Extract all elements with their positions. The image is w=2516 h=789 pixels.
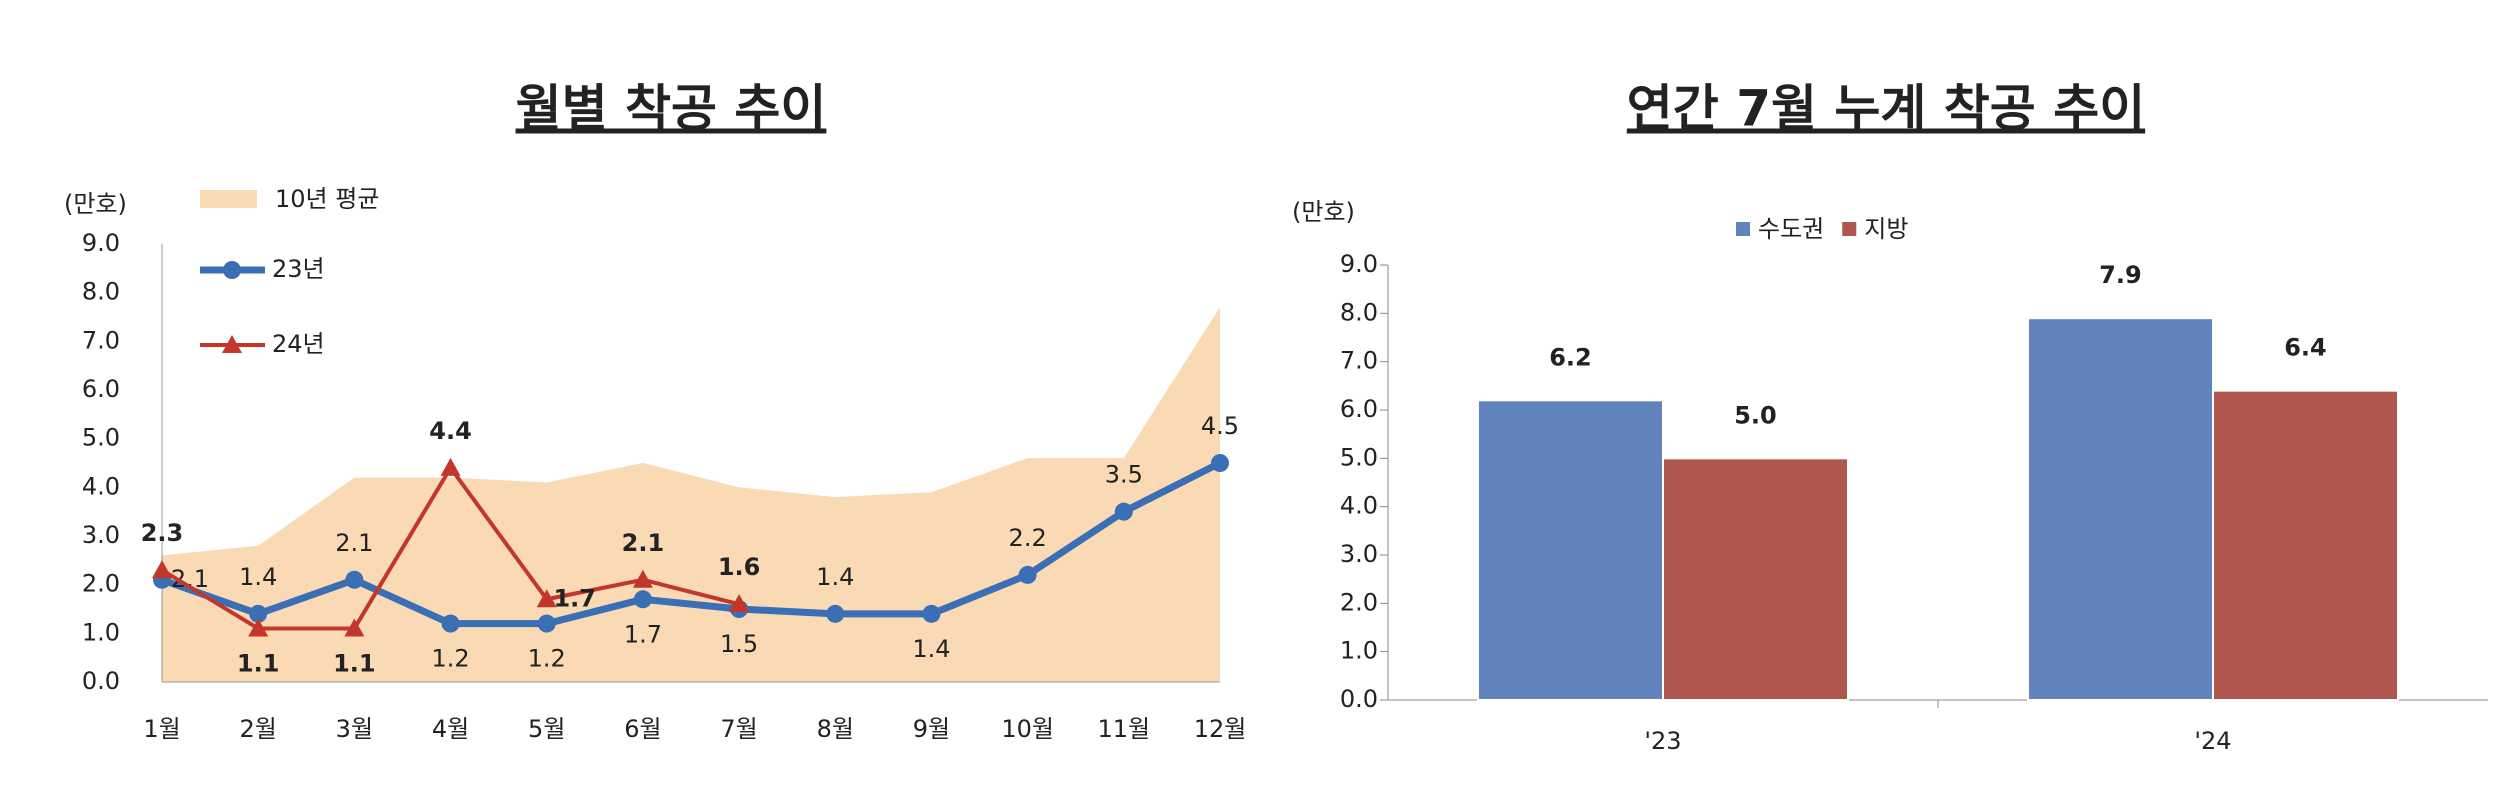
y-axis-unit: (만호) xyxy=(1292,198,1355,226)
marker xyxy=(440,457,461,476)
data-label: 4.5 xyxy=(1201,412,1239,440)
marker xyxy=(826,604,845,623)
data-label: 3.5 xyxy=(1105,461,1143,489)
chart-title: 연간 7월 누계 착공 추이 xyxy=(1627,80,2145,138)
marker xyxy=(1018,565,1037,584)
marker xyxy=(536,589,557,608)
y-tick-label: 8.0 xyxy=(1340,298,1378,326)
marker xyxy=(248,618,269,637)
legend-label: 지방 xyxy=(1864,215,1908,243)
marker xyxy=(1211,454,1229,472)
data-label: 1.5 xyxy=(720,630,758,658)
data-label: 1.6 xyxy=(718,553,761,581)
y-tick-label: 2.0 xyxy=(82,570,120,598)
x-tick-label: 12월 xyxy=(1194,715,1247,743)
data-label: 2.3 xyxy=(141,519,184,547)
line xyxy=(160,459,1222,628)
y-tick-label: 5.0 xyxy=(82,424,120,452)
y-tick-label: 3.0 xyxy=(82,521,120,549)
legend-label: 24년 xyxy=(272,330,325,358)
marker xyxy=(344,618,365,637)
y-tick-label: 0.0 xyxy=(1340,685,1378,713)
legend-label: 수도권 xyxy=(1758,215,1824,243)
y-tick-label: 4.0 xyxy=(82,472,120,500)
marker xyxy=(922,604,941,623)
legend-label: 23년 xyxy=(272,255,325,283)
bar xyxy=(1662,457,1849,702)
data-label: 1.4 xyxy=(239,563,277,591)
x-tick-label: '23 xyxy=(1644,727,1681,755)
y-tick-label: 0.0 xyxy=(82,667,120,695)
data-label: 1.2 xyxy=(528,645,566,673)
y-tick-label: 9.0 xyxy=(1340,250,1378,278)
legend-label: 10년 평균 xyxy=(275,185,379,213)
data-label: 1.4 xyxy=(912,635,950,663)
bar xyxy=(2212,389,2399,701)
y-tick-label: 5.0 xyxy=(1340,443,1378,471)
marker xyxy=(152,560,172,579)
legend-swatch xyxy=(1842,222,1857,236)
marker xyxy=(345,570,364,589)
y-tick-label: 7.0 xyxy=(1340,347,1378,375)
marker xyxy=(537,614,556,633)
bar xyxy=(2027,317,2214,701)
x-tick-label: '24 xyxy=(2194,727,2231,755)
x-tick-label: 7월 xyxy=(720,715,757,743)
y-tick-label: 3.0 xyxy=(1340,540,1378,568)
marker xyxy=(633,590,652,609)
x-tick-label: 6월 xyxy=(624,715,661,743)
legend-swatch xyxy=(200,190,257,208)
marker xyxy=(441,614,460,633)
y-tick-label: 2.0 xyxy=(1340,588,1378,616)
data-label: 1.7 xyxy=(553,584,596,612)
data-label: 7.9 xyxy=(2099,261,2142,289)
marker xyxy=(632,569,653,588)
data-label: 1.7 xyxy=(624,620,662,648)
marker xyxy=(1114,502,1133,521)
data-label: 4.4 xyxy=(429,417,472,445)
bar xyxy=(1477,399,1664,701)
y-tick-label: 6.0 xyxy=(82,375,120,403)
data-label: 1.1 xyxy=(237,649,280,677)
y-tick-label: 1.0 xyxy=(82,618,120,646)
data-label: 2.1 xyxy=(622,529,665,557)
data-label: 2.2 xyxy=(1009,524,1047,552)
x-tick-label: 2월 xyxy=(240,715,277,743)
data-label: 1.4 xyxy=(816,563,854,591)
y-tick-label: 6.0 xyxy=(1340,395,1378,423)
marker xyxy=(249,604,268,623)
x-tick-label: 5월 xyxy=(528,715,565,743)
x-tick-label: 1월 xyxy=(143,715,180,743)
x-tick-label: 4월 xyxy=(432,715,469,743)
x-tick-label: 8월 xyxy=(817,715,854,743)
y-tick-label: 7.0 xyxy=(82,326,120,354)
chart-title: 월별 착공 추이 xyxy=(516,80,827,138)
legend-marker xyxy=(223,261,241,279)
y-axis-unit: (만호) xyxy=(64,190,127,218)
marker xyxy=(729,594,750,613)
x-tick-label: 10월 xyxy=(1001,715,1054,743)
data-label: 1.1 xyxy=(333,649,376,677)
data-label: 6.2 xyxy=(1549,343,1592,371)
x-tick-label: 3월 xyxy=(336,715,373,743)
data-label: 5.0 xyxy=(1734,401,1777,429)
data-label: 1.2 xyxy=(431,645,469,673)
x-tick-label: 9월 xyxy=(913,715,950,743)
data-label: 6.4 xyxy=(2284,334,2327,362)
y-tick-label: 4.0 xyxy=(1340,492,1378,520)
data-label: 2.1 xyxy=(335,529,373,557)
legend-swatch xyxy=(1736,222,1750,236)
y-tick-label: 8.0 xyxy=(82,278,120,306)
legend-marker xyxy=(222,335,242,353)
y-tick-label: 1.0 xyxy=(1340,637,1378,665)
y-tick-label: 9.0 xyxy=(82,229,120,257)
x-tick-label: 11월 xyxy=(1098,715,1151,743)
area xyxy=(162,307,1220,682)
